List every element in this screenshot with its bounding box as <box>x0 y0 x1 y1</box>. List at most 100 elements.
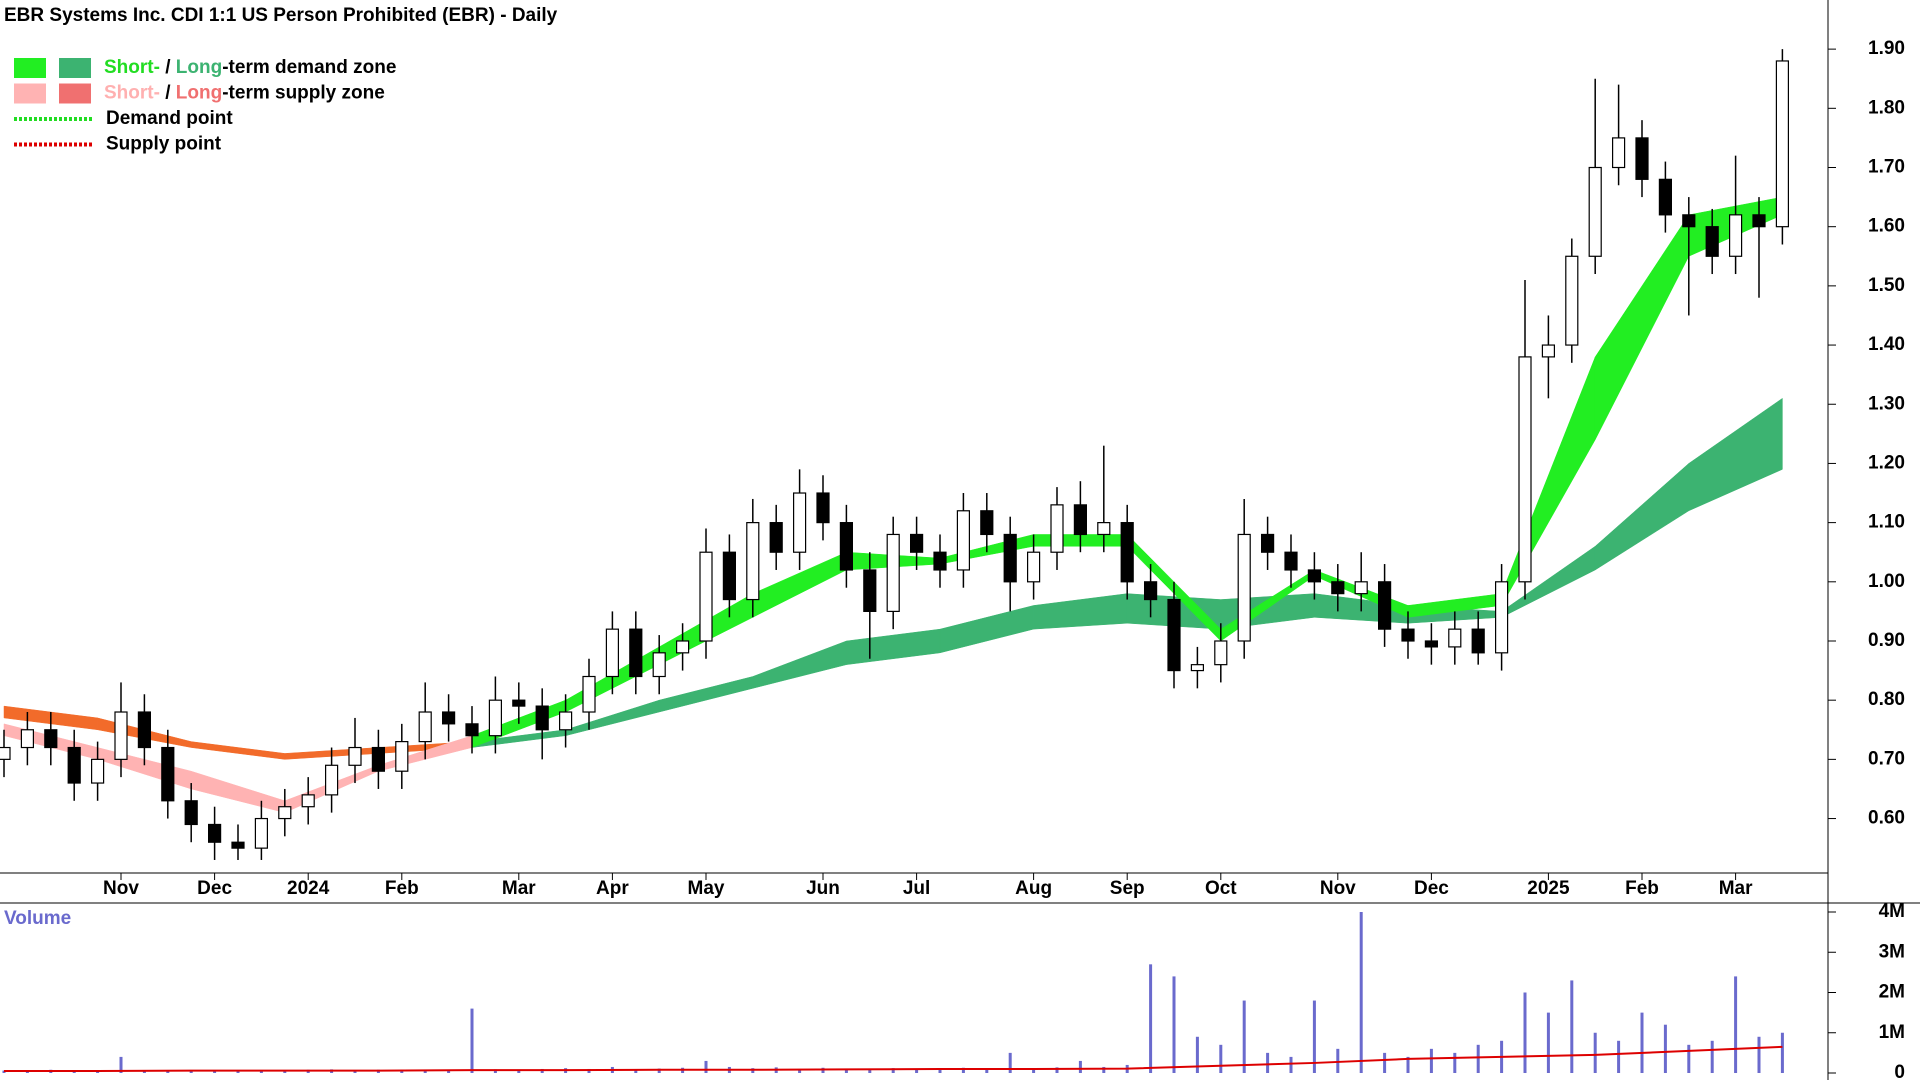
candle-body <box>1728 214 1743 257</box>
candle-body <box>816 492 830 524</box>
volume-bar <box>657 1068 661 1073</box>
candle-body <box>1635 137 1649 180</box>
volume-bar <box>1406 1056 1410 1073</box>
legend-part: Short- <box>104 83 160 104</box>
candle-body <box>1050 504 1064 553</box>
legend-part: -term demand zone <box>222 57 396 78</box>
volume-bar <box>1593 1032 1597 1073</box>
candle-body <box>137 711 151 749</box>
long-term-zone <box>565 699 660 737</box>
candle-body <box>1494 581 1509 654</box>
y-tick-label: 3M <box>1879 941 1905 962</box>
candle-body <box>254 817 268 849</box>
volume-bar <box>1546 1012 1550 1073</box>
x-tick-label: May <box>688 878 725 899</box>
y-tick-label: 1.00 <box>1868 571 1905 592</box>
candle-body <box>67 746 81 784</box>
volume-bar <box>283 1070 287 1073</box>
volume-bar <box>891 1068 895 1073</box>
chart-title: EBR Systems Inc. CDI 1:1 US Person Prohi… <box>4 5 558 26</box>
long-term-zone <box>658 676 754 713</box>
candle-body <box>933 551 947 571</box>
volume-bar <box>1032 1068 1036 1073</box>
x-tick-label: Mar <box>1719 878 1753 899</box>
legend-swatch <box>14 83 46 104</box>
candle-body <box>1565 255 1579 346</box>
volume-bar <box>1710 1040 1714 1073</box>
volume-bar <box>1476 1044 1480 1073</box>
x-tick-label: Nov <box>103 878 139 899</box>
volume-bar <box>236 1070 240 1073</box>
long-term-zone <box>190 741 286 760</box>
volume-bar <box>517 1069 521 1073</box>
volume-bar <box>1523 992 1527 1073</box>
candle-body <box>535 705 549 731</box>
legend-part: Long <box>176 57 222 78</box>
volume-bar <box>1242 1000 1246 1073</box>
legend-label: Short- / Long-term supply zone <box>104 83 385 104</box>
y-tick-label: 1.30 <box>1868 393 1905 414</box>
x-tick-label: 2024 <box>287 878 330 899</box>
volume-bar <box>1663 1024 1667 1073</box>
volume-average <box>4 1045 1783 1072</box>
candle-body <box>20 729 34 749</box>
volume-bar <box>470 1008 474 1073</box>
x-tick-label: Aug <box>1015 878 1052 899</box>
candle-body <box>1705 226 1719 257</box>
x-tick-label: 2025 <box>1527 878 1570 899</box>
y-tick-label: 1.90 <box>1868 38 1905 59</box>
candle-body <box>1588 166 1602 257</box>
candle-body <box>839 522 854 571</box>
x-tick-label: Dec <box>1414 878 1449 899</box>
volume-bar <box>1617 1040 1621 1073</box>
volume-bar <box>704 1060 708 1073</box>
volume-bar <box>72 1071 76 1073</box>
long-term-zone <box>752 640 847 689</box>
legend-part: / <box>160 83 176 104</box>
candle-body <box>1611 137 1626 169</box>
candle-body <box>1354 581 1368 595</box>
volume-label: Volume <box>4 908 71 929</box>
candle-body <box>1682 214 1696 228</box>
x-tick-label: Feb <box>385 878 419 899</box>
volume-bar <box>1687 1044 1691 1073</box>
legend-part: Supply point <box>106 134 222 155</box>
volume-bar <box>1734 976 1738 1073</box>
legend-swatch <box>59 83 91 104</box>
volume-bar <box>447 1070 451 1073</box>
candle-body <box>980 510 994 536</box>
candle-body <box>769 522 783 553</box>
legend-part: -term supply zone <box>222 83 385 104</box>
volume-bar <box>259 1070 263 1073</box>
y-tick-label: 0.80 <box>1868 689 1905 710</box>
volume-bar <box>1383 1052 1387 1073</box>
legend-label: Short- / Long-term demand zone <box>104 57 396 78</box>
volume-bar <box>1336 1048 1340 1073</box>
volume-bar <box>844 1068 848 1073</box>
candle-body <box>184 800 198 826</box>
volume-bar <box>400 1070 404 1073</box>
candle-body <box>699 551 713 642</box>
candle-body <box>1752 214 1766 228</box>
volume-bar <box>213 1070 217 1073</box>
y-tick-label: 0.60 <box>1868 808 1905 829</box>
candle-body <box>1775 60 1790 228</box>
volume-bar <box>1078 1060 1082 1073</box>
candle-body <box>348 746 362 766</box>
candle-body <box>629 628 643 678</box>
x-tick-label: Apr <box>596 878 629 899</box>
long-term-zone <box>846 628 941 665</box>
legend-part: Short- <box>104 57 160 78</box>
candle-body <box>208 823 222 843</box>
y-tick-label: 2M <box>1879 982 1905 1003</box>
long-term-zone <box>1501 545 1596 618</box>
short-term-zone <box>190 770 286 813</box>
volume-bar <box>1359 912 1363 1073</box>
candle-body <box>0 746 11 760</box>
volume-bar <box>1219 1044 1223 1073</box>
candle-body <box>1658 178 1673 216</box>
candle-body <box>1237 533 1251 642</box>
candle-body <box>1097 522 1111 536</box>
candle-body <box>371 746 385 772</box>
volume-bar <box>423 1070 427 1073</box>
